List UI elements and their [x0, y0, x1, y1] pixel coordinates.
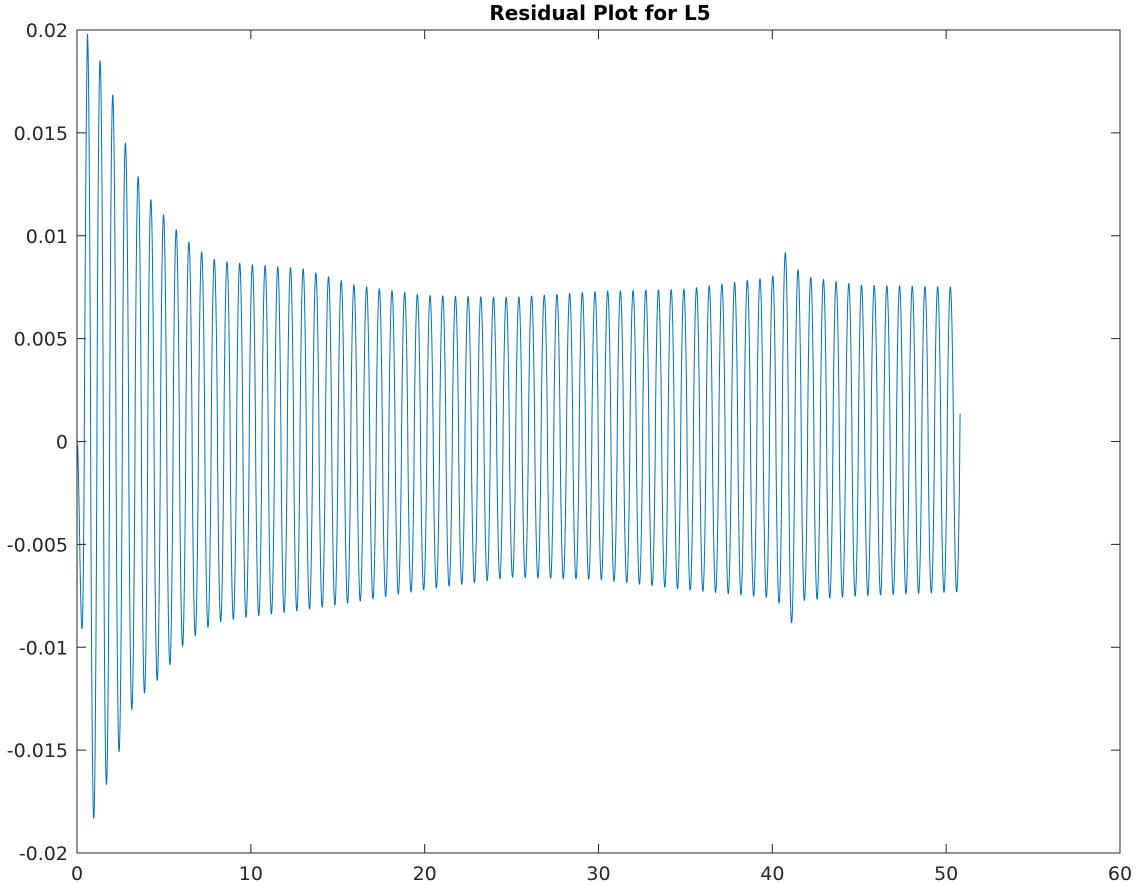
x-tick-label: 40 [760, 863, 784, 885]
plot-frame [76, 29, 1121, 854]
y-tick-label: -0.02 [19, 843, 68, 865]
x-tick-label: 10 [239, 863, 263, 885]
y-tick-label: 0.015 [14, 123, 68, 145]
y-tick-label: 0.01 [26, 226, 68, 248]
x-tick-label: 20 [413, 863, 437, 885]
x-tick-label: 50 [934, 863, 958, 885]
y-tick-label: 0 [56, 432, 68, 454]
series-layer [76, 33, 961, 819]
chart-title: Residual Plot for L5 [489, 1, 710, 25]
y-tick-label: -0.005 [7, 534, 68, 556]
x-tick-label: 0 [71, 863, 83, 885]
y-tick-label: 0.005 [14, 329, 68, 351]
y-tick-label: -0.01 [19, 637, 68, 659]
y-axis-tick-labels: 0.02 0.015 0.01 0.005 0 -0.005 -0.01 -0.015 -0.0… [7, 20, 68, 865]
y-tick-label: -0.015 [7, 740, 68, 762]
y-tick-label: 0.02 [26, 20, 68, 42]
x-axis-tick-labels: 0 10 20 30 40 50 60 [71, 863, 1132, 885]
x-tick-label: 30 [586, 863, 610, 885]
residual-series-line [76, 33, 961, 819]
x-tick-label: 60 [1108, 863, 1132, 885]
